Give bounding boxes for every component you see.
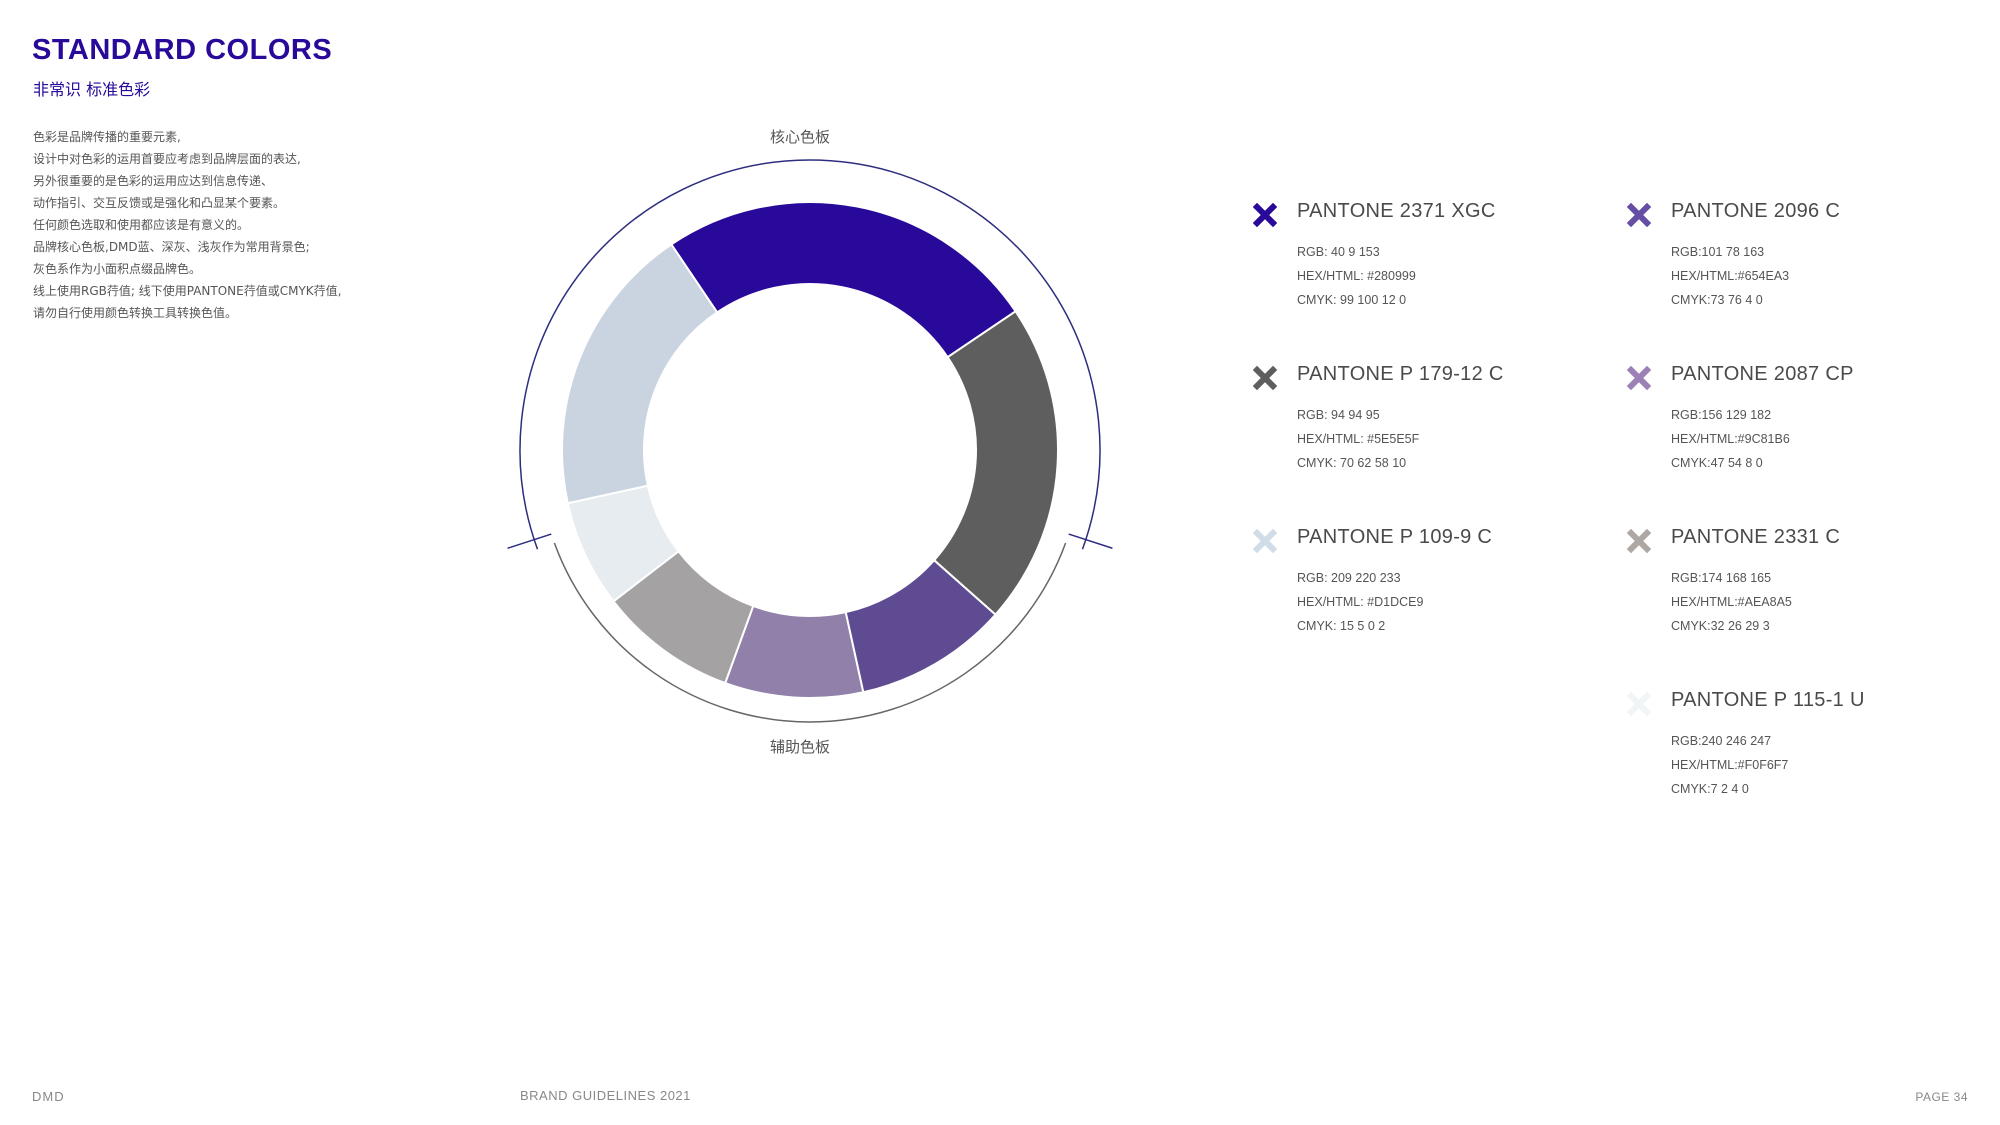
swatch-name: PANTONE 2096 C	[1671, 200, 1841, 222]
swatch-rgb: RGB:174 168 165	[1671, 571, 1772, 585]
swatch-name: PANTONE 2371 XGC	[1297, 200, 1496, 222]
page-title: STANDARD COLORS	[32, 34, 333, 66]
swatch-hex: HEX/HTML: #D1DCE9	[1297, 595, 1424, 609]
intro-line: 色彩是品牌传播的重要元素,	[33, 130, 181, 144]
intro-text: 色彩是品牌传播的重要元素, 设计中对色彩的运用首要应考虑到品牌层面的表达, 另外…	[33, 126, 413, 324]
swatch-name: PANTONE P 115-1 U	[1671, 689, 1865, 711]
swatch-rgb: RGB:240 246 247	[1671, 734, 1772, 748]
swatch-name: PANTONE P 109-9 C	[1297, 526, 1493, 548]
core-palette-label: 核心色板	[770, 128, 830, 146]
swatch-cmyk: CMYK:47 54 8 0	[1671, 456, 1763, 470]
divider-line-right	[1068, 533, 1113, 549]
swatch-rgb: RGB: 40 9 153	[1297, 245, 1380, 259]
cross-icon	[1627, 692, 1651, 716]
wheel-segment	[561, 243, 719, 505]
swatch-cmyk: CMYK: 70 62 58 10	[1297, 456, 1407, 470]
cross-icon	[1253, 366, 1277, 390]
swatch-name: PANTONE 2331 C	[1671, 526, 1841, 548]
swatch-name: PANTONE 2087 CP	[1671, 363, 1854, 385]
swatch-cmyk: CMYK:32 26 29 3	[1671, 619, 1770, 633]
page-number: PAGE 34	[1915, 1090, 1968, 1104]
swatch-hex: HEX/HTML:#654EA3	[1671, 269, 1790, 283]
divider-line-left	[507, 533, 552, 549]
swatch-rgb: RGB: 209 220 233	[1297, 571, 1401, 585]
swatch-rgb: RGB:101 78 163	[1671, 245, 1765, 259]
swatch-cmyk: CMYK:7 2 4 0	[1671, 782, 1749, 796]
intro-line: 任何颜色选取和使用都应该是有意义的。	[33, 218, 250, 232]
swatch-hex: HEX/HTML:#9C81B6	[1671, 432, 1790, 446]
swatch-cmyk: CMYK:73 76 4 0	[1671, 293, 1763, 307]
intro-line: 线上使用RGB荇值; 线下使用PANTONE荇值或CMYK荇值,	[33, 284, 342, 298]
cross-icon	[1253, 529, 1277, 553]
wheel-arcs	[507, 159, 1113, 723]
footer-center-text: BRAND GUIDELINES 2021	[520, 1088, 691, 1103]
cross-icon	[1253, 203, 1277, 227]
cross-icon	[1627, 366, 1651, 390]
footer-logo: DMD	[32, 1089, 65, 1104]
support-palette-arc	[553, 542, 1067, 723]
color-wheel: 核心色板 辅助色板	[507, 128, 1113, 756]
wheel-segment	[669, 201, 1017, 359]
swatch-name: PANTONE P 179-12 C	[1297, 363, 1504, 385]
swatch-hex: HEX/HTML:#AEA8A5	[1671, 595, 1792, 609]
wheel-segments	[561, 201, 1059, 699]
swatch-cmyk: CMYK: 99 100 12 0	[1297, 293, 1407, 307]
page-subtitle: 非常识 标准色彩	[33, 80, 151, 99]
intro-line: 另外很重要的是色彩的运用应达到信息传递、	[33, 174, 274, 188]
intro-line: 品牌核心色板,DMD蓝、深灰、浅灰作为常用背景色;	[33, 240, 310, 254]
cross-icon	[1627, 529, 1651, 553]
wheel-segment	[932, 309, 1059, 617]
intro-line: 设计中对色彩的运用首要应考虑到品牌层面的表达,	[33, 152, 301, 166]
support-palette-label: 辅助色板	[770, 738, 830, 756]
intro-line: 请勿自行使用颜色转换工具转换色值。	[33, 306, 238, 320]
swatch-hex: HEX/HTML: #5E5E5F	[1297, 432, 1420, 446]
cross-icon	[1627, 203, 1651, 227]
swatch-rgb: RGB:156 129 182	[1671, 408, 1772, 422]
swatch-hex: HEX/HTML:#F0F6F7	[1671, 758, 1789, 772]
intro-line: 动作指引、交互反馈或是强化和凸显某个要素。	[33, 196, 286, 210]
core-palette-arc	[519, 159, 1101, 550]
swatch-hex: HEX/HTML: #280999	[1297, 269, 1416, 283]
swatch-rgb: RGB: 94 94 95	[1297, 408, 1380, 422]
intro-line: 灰色系作为小面积点缀品牌色。	[33, 262, 202, 276]
swatch-cmyk: CMYK: 15 5 0 2	[1297, 619, 1386, 633]
